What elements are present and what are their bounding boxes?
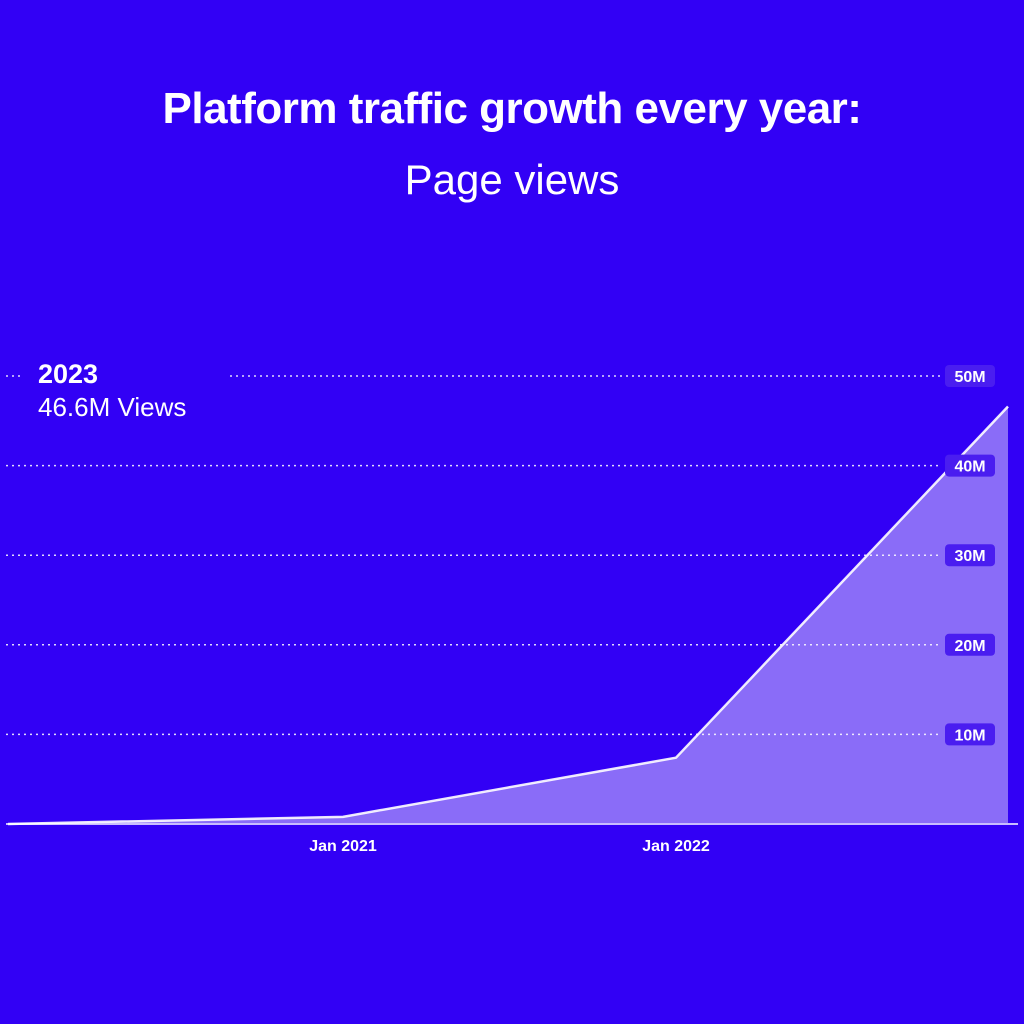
x-tick-label: Jan 2022 — [642, 838, 710, 855]
y-tick-badge-50M — [945, 365, 995, 387]
value-callout: 2023 46.6M Views — [38, 358, 186, 424]
y-tick-label: 20M — [954, 638, 985, 655]
y-tick-badge-40M — [945, 454, 995, 477]
area-fill — [8, 406, 1008, 824]
y-tick-label: 40M — [954, 459, 985, 476]
chart-title: Platform traffic growth every year: — [162, 84, 862, 133]
y-tick-label: 10M — [954, 727, 985, 744]
callout-value: 46.6M Views — [38, 392, 187, 422]
chart-subtitle: Page views — [404, 156, 620, 203]
y-tick-badge-20M — [945, 633, 995, 656]
y-tick-badge-30M — [945, 544, 995, 567]
y-tick-label: 50M — [954, 369, 985, 386]
series-line — [7, 405, 1009, 826]
y-tick-label: 30M — [954, 548, 985, 565]
callout-year: 2023 — [38, 359, 99, 389]
y-tick-badge-10M — [945, 723, 995, 746]
x-tick-label: Jan 2021 — [309, 838, 377, 855]
